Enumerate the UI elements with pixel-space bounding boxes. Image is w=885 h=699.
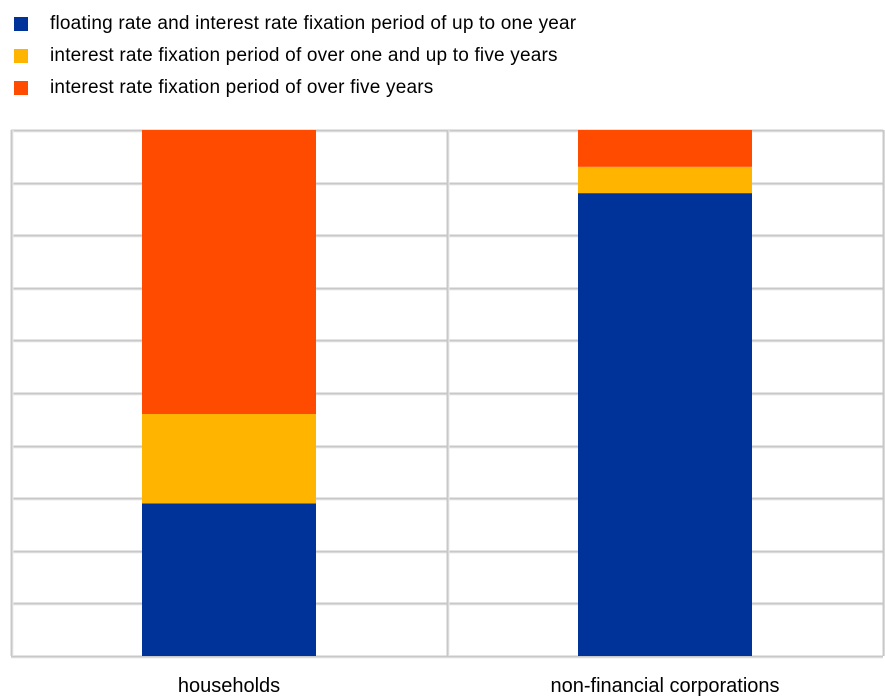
legend-item-one-to-five-years: interest rate fixation period of over on… [14,40,576,72]
legend-item-over-five-years: interest rate fixation period of over fi… [14,72,576,104]
bar-1-series-2 [578,130,752,167]
x-tick-label-1: non-financial corporations [550,675,779,697]
bar-0-series-2 [142,130,316,415]
legend-item-up-to-one-year: floating rate and interest rate fixation… [14,8,576,40]
x-tick-label-0: households [178,675,280,697]
legend-swatch-up-to-one-year [14,17,28,31]
legend-label-up-to-one-year: floating rate and interest rate fixation… [50,13,577,34]
legend-label-over-five-years: interest rate fixation period of over fi… [50,77,434,98]
bar-1-series-1 [578,166,752,194]
bar-0-series-0 [142,503,316,656]
legend-swatch-over-five-years [14,81,28,95]
bar-0-series-1 [142,414,316,504]
chart-legend: floating rate and interest rate fixation… [14,8,576,104]
legend-label-one-to-five-years: interest rate fixation period of over on… [50,45,558,66]
bar-1-series-0 [578,193,752,656]
legend-swatch-one-to-five-years [14,49,28,63]
